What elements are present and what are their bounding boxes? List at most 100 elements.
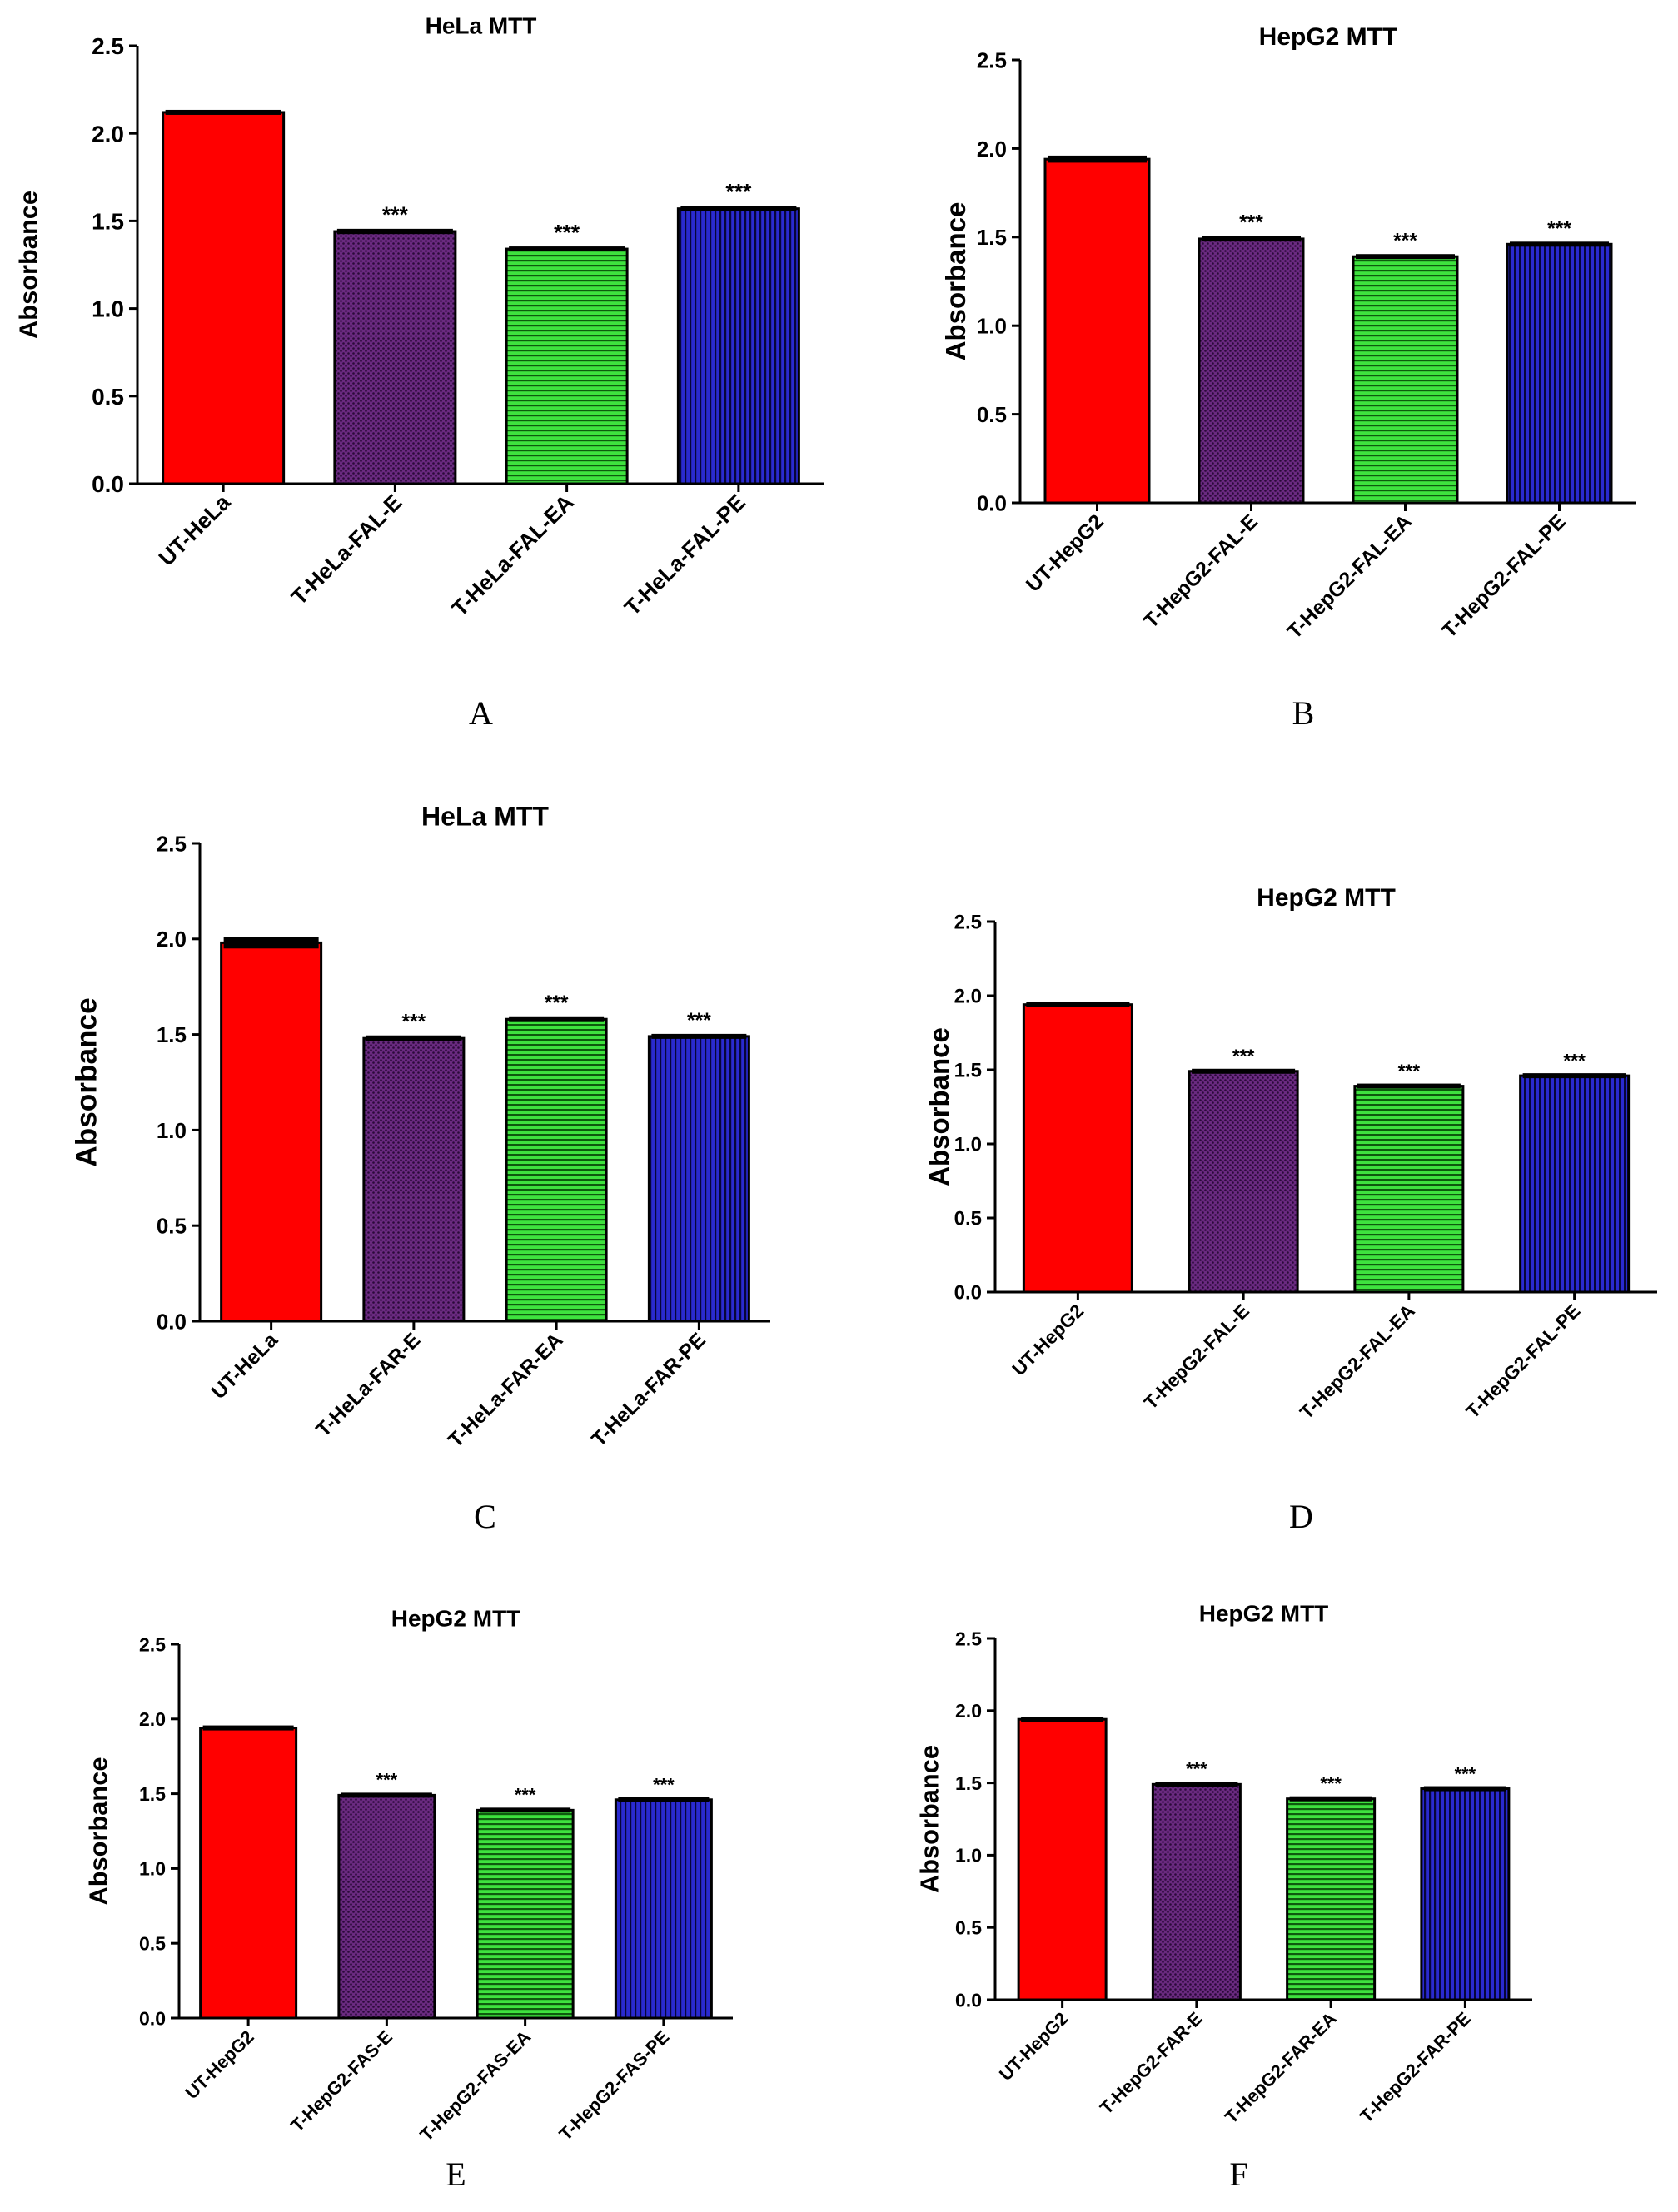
y-tick-label: 1.5 [955, 1772, 982, 1794]
error-bar [223, 937, 319, 949]
y-tick-label: 0.5 [955, 1916, 982, 1938]
y-tick-label: 1.5 [954, 1060, 982, 1082]
y-tick-label: 1.0 [955, 1845, 982, 1867]
panel-letter: E [446, 2155, 466, 2193]
significance-marker: *** [1455, 1763, 1476, 1784]
error-bar [1510, 241, 1609, 247]
y-axis-label: Absorbance [13, 191, 42, 339]
significance-marker: *** [382, 202, 409, 227]
y-tick-label: 2.0 [139, 1708, 166, 1730]
error-bar [202, 1725, 294, 1731]
y-tick-label: 2.0 [954, 986, 982, 1008]
x-tick-label: T-HepG2-FAL-PE [1461, 1300, 1584, 1422]
bar-2 [1151, 1782, 1242, 2001]
y-tick-label: 2.5 [977, 47, 1007, 72]
bar-4 [676, 207, 800, 485]
x-tick-label: T-HepG2-FAL-PE [1438, 510, 1571, 643]
y-tick-label: 2.5 [92, 33, 124, 59]
significance-marker: *** [1393, 231, 1417, 253]
bar-3 [1352, 255, 1459, 505]
significance-marker: *** [1398, 1060, 1421, 1081]
x-tick-label: T-HepG2-FAR-PE [1356, 2008, 1475, 2127]
significance-marker: *** [545, 992, 569, 1015]
significance-marker: *** [1547, 218, 1571, 241]
y-tick-label: 0.0 [139, 2007, 166, 2029]
y-tick-label: 0.5 [92, 384, 124, 410]
bar-2 [333, 230, 457, 485]
bar-1 [199, 1727, 298, 2020]
x-tick-label: UT-HepG2 [181, 2026, 257, 2103]
chart-panel-b: HepG2 MTT 0.0 0.5 1.0 1.5 2.0 2.5 Absorbance UT-… [940, 23, 1636, 732]
y-axis-label: Absorbance [940, 202, 971, 361]
chart-panel-c: HeLa MTT 0.0 0.5 1.0 1.5 2.0 2.5 Absorbance UT-H… [71, 802, 770, 1535]
chart-panel-e: HepG2 MTT 0.0 0.5 1.0 1.5 2.0 2.5 Absorbance UT-… [83, 1605, 733, 2193]
y-tick-label: 1.0 [977, 314, 1007, 339]
error-bar [509, 246, 625, 252]
error-bar [1021, 1717, 1104, 1722]
error-bar [651, 1033, 747, 1039]
y-axis-label: Absorbance [924, 1027, 954, 1186]
error-bar [618, 1797, 710, 1802]
y-tick-label: 2.0 [157, 927, 187, 952]
error-bar [1048, 155, 1147, 163]
error-bar [1192, 1068, 1296, 1074]
y-tick-label: 2.5 [157, 831, 187, 856]
y-tick-label: 2.5 [955, 1628, 982, 1649]
error-bar [366, 1035, 461, 1041]
bar-1 [1022, 1003, 1133, 1294]
panel-letter: D [1289, 1498, 1313, 1535]
panel-letter: F [1229, 2155, 1247, 2193]
y-tick-label: 1.5 [92, 208, 124, 234]
x-tick-label: UT-HeLa [154, 490, 236, 571]
chart-title: HeLa MTT [426, 12, 537, 38]
panel-letter: C [474, 1498, 496, 1535]
x-tick-label: T-HepG2-FAS-PE [555, 2026, 673, 2145]
bar-4 [1519, 1074, 1631, 1294]
y-tick-label: 0.5 [157, 1214, 187, 1239]
significance-marker: *** [687, 1010, 711, 1032]
bar-2 [1198, 237, 1305, 505]
error-bar [1522, 1073, 1626, 1079]
y-tick-label: 2.5 [139, 1633, 166, 1655]
y-tick-label: 2.0 [977, 137, 1007, 162]
bar-4 [1506, 242, 1613, 505]
significance-marker: *** [376, 1770, 398, 1791]
x-tick-label: T-HeLa-FAL-PE [620, 490, 750, 620]
y-tick-label: 0.0 [92, 471, 124, 497]
y-tick-label: 0.5 [139, 1932, 166, 1954]
x-tick-label: T-HeLa-FAR-EA [444, 1329, 567, 1452]
x-tick-label: T-HeLa-FAL-E [286, 490, 406, 609]
y-tick-label: 0.0 [954, 1282, 982, 1305]
panel-letter: B [1292, 694, 1315, 732]
chart-panel-a: HeLa MTT 0.0 0.5 1.0 1.5 2.0 2.5 Absorbance UT-H… [13, 12, 824, 732]
bar-3 [505, 1017, 608, 1323]
error-bar [1423, 1786, 1506, 1792]
y-tick-label: 0.0 [955, 1989, 982, 2011]
chart-title: HepG2 MTT [1199, 1600, 1329, 1626]
y-axis-label: Absorbance [83, 1757, 112, 1906]
chart-title: HepG2 MTT [1257, 884, 1396, 912]
chart-title: HepG2 MTT [1259, 23, 1398, 51]
bar-3 [476, 1808, 575, 2020]
x-tick-label: T-HeLa-FAR-E [312, 1329, 425, 1441]
significance-marker: *** [1186, 1759, 1207, 1780]
bar-3 [1353, 1085, 1465, 1294]
y-tick-label: 0.5 [954, 1208, 982, 1230]
y-tick-label: 1.5 [977, 225, 1007, 250]
significance-marker: *** [725, 180, 752, 205]
chart-panel-d: HepG2 MTT 0.0 0.5 1.0 1.5 2.0 2.5 Absorbance UT-… [924, 884, 1657, 1535]
error-bar [680, 206, 797, 211]
y-axis-label: Absorbance [71, 997, 103, 1166]
x-tick-label: T-HepG2-FAS-EA [416, 2026, 535, 2145]
y-tick-label: 2.0 [955, 1700, 982, 1722]
x-tick-label: T-HepG2-FAL-EA [1296, 1300, 1419, 1423]
x-tick-label: UT-HepG2 [995, 2008, 1072, 2085]
error-bar [336, 228, 453, 235]
x-tick-label: T-HepG2-FAS-E [286, 2026, 396, 2136]
error-bar [1202, 236, 1301, 242]
error-bar [1026, 1002, 1130, 1007]
x-tick-label: T-HeLa-FAL-EA [447, 490, 579, 621]
significance-marker: *** [1239, 212, 1263, 235]
bar-2 [362, 1036, 466, 1323]
